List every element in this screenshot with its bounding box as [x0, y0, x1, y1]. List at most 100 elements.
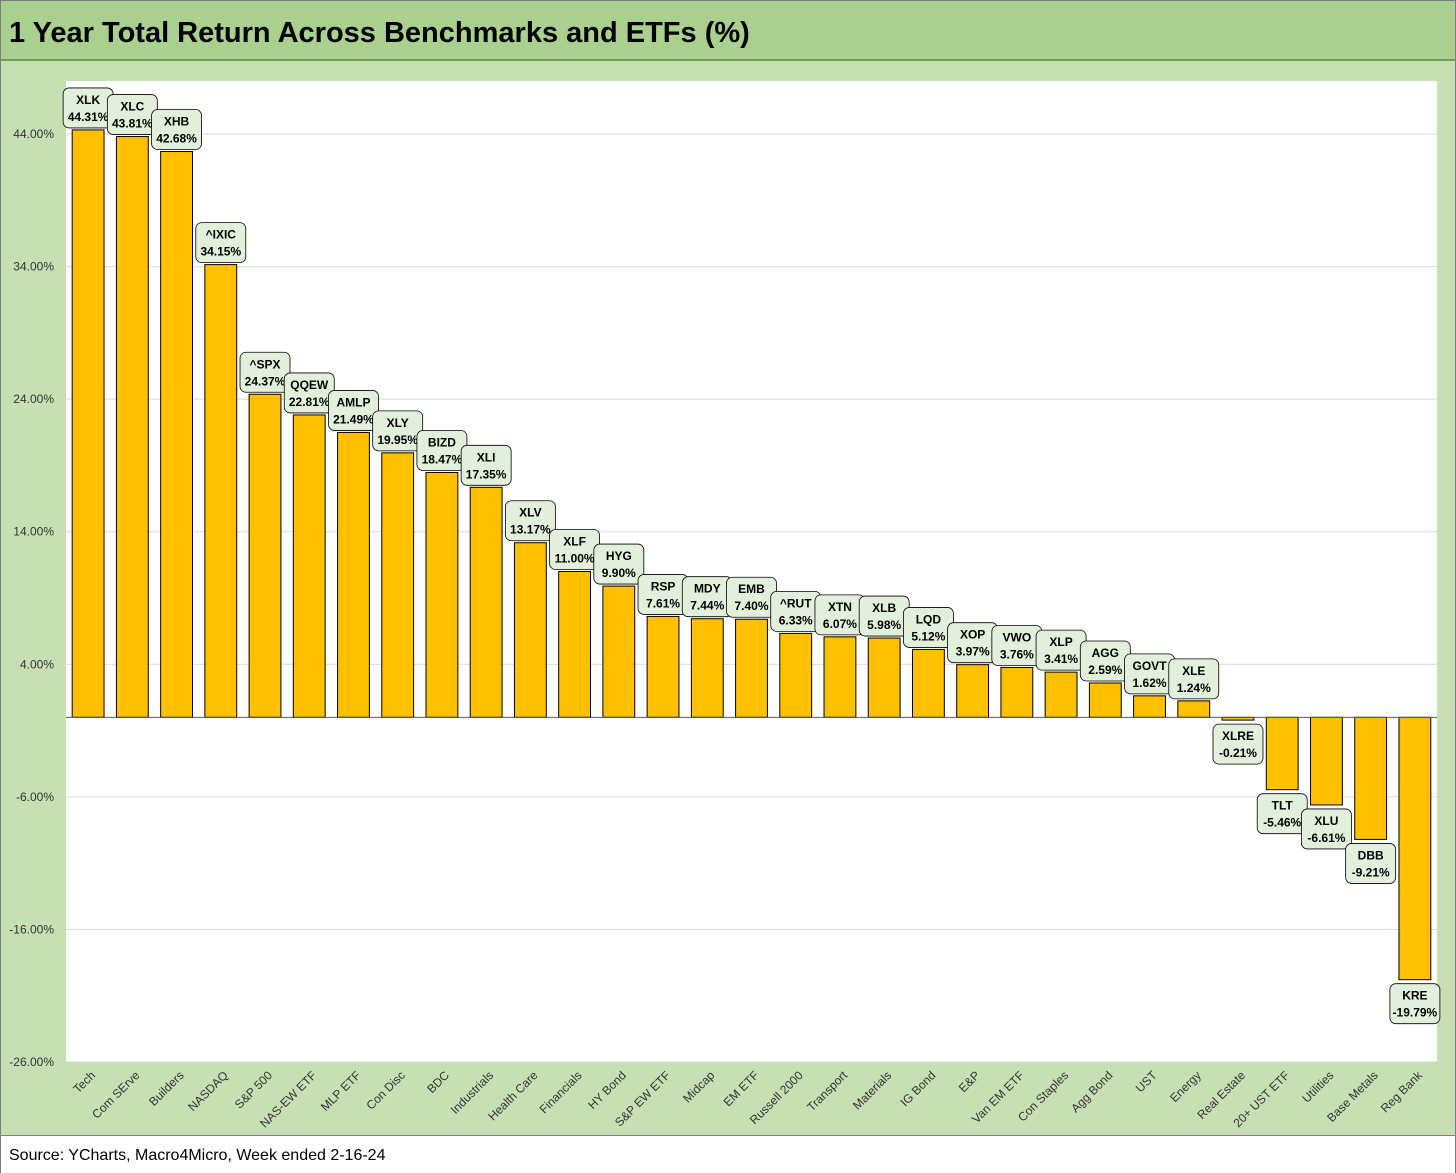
- data-label-value: 21.49%: [333, 412, 374, 426]
- data-label-value: -6.61%: [1307, 831, 1345, 845]
- x-tick-label: Builders: [146, 1068, 187, 1109]
- x-tick-label: BDC: [424, 1068, 452, 1096]
- data-label: GOVT 1.62%: [1124, 653, 1175, 695]
- x-tick-label: HY Bond: [585, 1068, 629, 1112]
- x-tick-label: Materials: [850, 1068, 894, 1112]
- bar: [779, 632, 813, 718]
- data-label-value: -19.79%: [1393, 1006, 1438, 1020]
- data-label: XLI 17.35%: [460, 444, 512, 486]
- data-label-ticker: MDY: [694, 582, 721, 596]
- data-label-value: 13.17%: [510, 523, 551, 537]
- x-tick-label: UST: [1133, 1068, 1160, 1095]
- x-tick-label: IG Bond: [897, 1068, 938, 1109]
- x-tick-label: MLP ETF: [318, 1068, 364, 1114]
- data-label-ticker: TLT: [1272, 799, 1294, 813]
- data-label-value: 42.68%: [156, 132, 197, 146]
- bar: [602, 585, 636, 718]
- data-label-value: 5.12%: [911, 629, 945, 643]
- data-label-ticker: QQEW: [290, 378, 329, 392]
- data-label-value: 5.98%: [867, 618, 901, 632]
- data-label-ticker: LQD: [916, 612, 942, 626]
- x-tick-label: E&P: [956, 1068, 983, 1095]
- bar: [115, 136, 149, 718]
- data-label: VWO 3.76%: [991, 625, 1043, 666]
- data-label-ticker: AMLP: [336, 395, 370, 409]
- data-label-ticker: HYG: [606, 549, 632, 563]
- data-label-ticker: ^SPX: [250, 357, 281, 371]
- data-label-value: -0.21%: [1219, 746, 1257, 760]
- data-label-value: 6.33%: [779, 613, 813, 627]
- data-label-ticker: XOP: [960, 628, 985, 642]
- data-label-box: [1389, 983, 1441, 1025]
- y-axis: 44.00% 34.00% 24.00% 14.00% 4.00% -6.00% -16.0…: [9, 127, 54, 1069]
- data-label-ticker: XLU: [1314, 814, 1338, 828]
- x-tick-label: Tech: [70, 1068, 98, 1096]
- data-label-ticker: XLB: [872, 601, 896, 615]
- bar: [160, 151, 193, 718]
- bar: [337, 431, 370, 718]
- data-label: LQD 5.12%: [903, 607, 954, 648]
- data-label-ticker: XTN: [828, 600, 852, 614]
- source-note: Source: YCharts, Macro4Micro, Week ended…: [9, 1147, 386, 1164]
- data-label-value: 3.76%: [1000, 647, 1034, 661]
- data-label: DBB -9.21%: [1345, 843, 1397, 884]
- data-label-ticker: EMB: [738, 582, 765, 596]
- source-bar: Source: YCharts, Macro4Micro, Week ended…: [1, 1135, 1455, 1173]
- data-label-value: 43.81%: [112, 117, 153, 131]
- bar: [646, 615, 680, 718]
- data-label-ticker: XLRE: [1222, 729, 1254, 743]
- data-label: AMLP 21.49%: [328, 390, 379, 431]
- bar: [71, 129, 105, 718]
- x-tick-label: Transport: [804, 1068, 850, 1114]
- bar: [558, 571, 592, 718]
- data-label-value: 24.37%: [245, 374, 286, 388]
- data-label: XLE 1.24%: [1168, 658, 1220, 700]
- data-label-ticker: XHB: [164, 115, 190, 129]
- data-label: XLK 44.31%: [62, 87, 114, 129]
- data-label-ticker: DBB: [1358, 848, 1384, 862]
- data-label-ticker: XLY: [387, 416, 409, 430]
- data-labels: XLK 44.31% XLC 43.81% XHB 42.68% ^IXIC 34.15% ^S…: [62, 87, 1441, 1025]
- data-label-box: [239, 351, 291, 393]
- x-tick-label: Reg Bank: [1378, 1068, 1426, 1116]
- bar: [867, 637, 901, 718]
- y-tick-label: 44.00%: [13, 127, 54, 141]
- data-label-ticker: XLK: [76, 93, 100, 107]
- bar: [1000, 666, 1034, 718]
- data-label-value: -9.21%: [1352, 865, 1390, 879]
- data-label-box: [151, 109, 202, 150]
- data-label: AGG 2.59%: [1079, 640, 1131, 682]
- data-label-value: 2.59%: [1088, 663, 1122, 677]
- data-label: BIZD 18.47%: [416, 430, 468, 471]
- data-label-ticker: GOVT: [1133, 659, 1168, 673]
- data-label: XLRE -0.21%: [1212, 723, 1264, 765]
- data-label-value: 1.62%: [1133, 676, 1167, 690]
- y-tick-label: 24.00%: [13, 392, 54, 406]
- data-label-value: -5.46%: [1263, 816, 1301, 830]
- x-tick-label: EM ETF: [721, 1068, 762, 1109]
- bar: [1310, 716, 1343, 806]
- data-label-ticker: XLV: [519, 506, 541, 520]
- data-label-ticker: KRE: [1402, 989, 1427, 1003]
- data-label-ticker: XLP: [1049, 635, 1072, 649]
- data-label-ticker: XLC: [120, 100, 144, 114]
- bar: [690, 618, 724, 718]
- x-tick-label: Energy: [1167, 1068, 1204, 1105]
- y-tick-label: -26.00%: [9, 1055, 54, 1069]
- data-label: EMB 7.40%: [726, 576, 777, 618]
- data-label-box: [1301, 808, 1352, 850]
- data-label-box: [195, 222, 247, 264]
- y-tick-label: 14.00%: [13, 525, 54, 539]
- bar: [513, 542, 547, 718]
- data-label-box: [1168, 658, 1220, 700]
- data-label-ticker: XLE: [1182, 664, 1205, 678]
- data-label: KRE -19.79%: [1389, 983, 1441, 1025]
- x-tick-label: S&P 500: [232, 1068, 275, 1111]
- data-label-value: 7.61%: [646, 596, 680, 610]
- data-label-ticker: RSP: [651, 579, 676, 593]
- bar: [1354, 716, 1388, 840]
- data-label: XLP 3.41%: [1035, 629, 1087, 671]
- bar: [1088, 682, 1122, 718]
- data-label-value: 6.07%: [823, 617, 857, 631]
